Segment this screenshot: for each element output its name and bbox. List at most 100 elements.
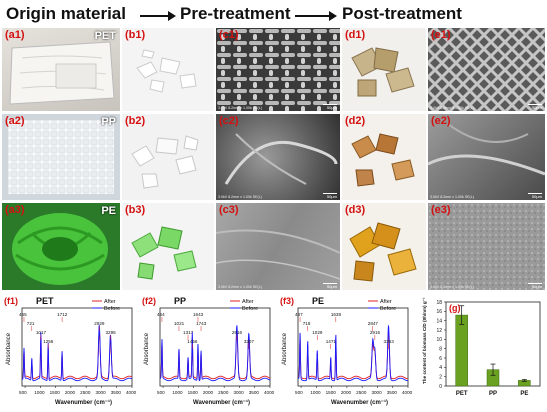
x-tick-label: 2500 xyxy=(356,390,367,395)
legend-before-label: Before xyxy=(242,306,258,312)
y-axis-label: Absorbance xyxy=(282,332,288,365)
y-tick-label: 16 xyxy=(436,309,442,315)
pet-shreds-image xyxy=(136,49,197,93)
scale-bar-c3 xyxy=(323,283,337,284)
x-tick-label: 2500 xyxy=(218,390,229,395)
x-tick-label: 2500 xyxy=(80,390,91,395)
x-tick-label: 1000 xyxy=(172,390,183,395)
pp-board-image xyxy=(8,120,114,194)
pet-sem-image xyxy=(216,28,340,111)
legend-before-label: Before xyxy=(380,306,396,312)
x-tick-label: 1500 xyxy=(50,390,61,395)
panel-label: (f3) xyxy=(280,296,294,306)
x-axis-label: Wavenumber (cm⁻¹) xyxy=(193,399,250,406)
material-pp: PP xyxy=(101,116,116,128)
pp-treated-sem-image xyxy=(428,123,545,176)
peak-label: 1471 xyxy=(326,339,337,344)
scale-label-e1: 50μm xyxy=(531,105,542,110)
y-tick-label: 8 xyxy=(439,346,442,352)
panel-e3: (e3) 3.0kV 8.2mm x 1.00k SE(L) 50μm xyxy=(428,203,545,290)
x-tick-label: 4000 xyxy=(126,390,136,395)
x-axis-label: Wavenumber (cm⁻¹) xyxy=(55,399,112,406)
scale-label-e3: 50μm xyxy=(531,284,542,289)
label-b2: (b2) xyxy=(125,115,146,127)
panel-a1: (a1) PET xyxy=(2,28,120,111)
y-tick-label: 4 xyxy=(439,365,442,371)
pet-treated-sem-image xyxy=(428,28,545,111)
label-a2: (a2) xyxy=(5,115,25,127)
label-d3: (d3) xyxy=(345,204,366,216)
scale-bar-e1 xyxy=(528,104,542,105)
series-after-line xyxy=(21,330,133,380)
chart-f2: (f2) PP After Before Absorbance Wavenumber (c… xyxy=(140,294,275,407)
label-b3: (b3) xyxy=(125,204,146,216)
label-d1: (d1) xyxy=(345,29,366,41)
sem-info-e2: 3.0kV 8.2mm x 1.00k SE(L) xyxy=(430,195,474,199)
pe-treated-image xyxy=(349,222,417,282)
x-tick-label: 3000 xyxy=(95,390,106,395)
scale-label-c3: 50μm xyxy=(326,284,337,289)
x-tick-label: 3000 xyxy=(233,390,244,395)
sem-info-c1: 3.0kV 8.2mm x 1.00k SE(L) xyxy=(218,106,262,110)
sem-info-e3: 3.0kV 8.2mm x 1.00k SE(L) xyxy=(430,285,474,289)
peak-label: 2847 xyxy=(368,321,379,326)
panel-d1: (d1) xyxy=(342,28,426,111)
y-tick-label: 6 xyxy=(439,356,442,362)
arrow-origin-pre xyxy=(140,11,176,21)
pe-sem-image xyxy=(216,229,340,280)
x-tick-label: 2000 xyxy=(65,390,76,395)
arrow-pre-post xyxy=(295,11,337,21)
label-d2: (d2) xyxy=(345,115,366,127)
scale-bar-c1 xyxy=(323,104,337,105)
peak-label: 467 xyxy=(295,312,303,317)
label-b1: (b1) xyxy=(125,29,146,41)
chart-title: PP xyxy=(174,296,186,306)
peak-label: 1743 xyxy=(196,321,207,326)
panel-c3: (c3) 3.0kV 8.2mm x 1.00k SE(L) 50μm xyxy=(216,203,340,290)
chart-title: PET xyxy=(36,296,54,306)
pe-shreds-image xyxy=(131,226,197,280)
x-axis-label: Wavenumber (cm⁻¹) xyxy=(331,399,388,406)
peak-label: 1021 xyxy=(174,321,185,326)
peak-label: 721 xyxy=(27,321,35,326)
legend-after-label: After xyxy=(242,299,254,305)
panel-label: (f2) xyxy=(142,296,156,306)
x-tick-label: 3500 xyxy=(249,390,260,395)
pp-shreds-image xyxy=(131,135,199,189)
y-tick-label: 2 xyxy=(439,374,442,380)
series-before-line xyxy=(297,324,408,382)
y-axis-label: Absorbance xyxy=(144,332,150,365)
x-tick-label: 2000 xyxy=(341,390,352,395)
chart-title: PE xyxy=(312,296,324,306)
peak-label: 2929 xyxy=(94,321,105,326)
scale-bar-e2 xyxy=(528,193,542,194)
scale-label-c1: 50μm xyxy=(326,105,337,110)
legend-after-label: After xyxy=(380,299,392,305)
peak-label: 1643 xyxy=(193,312,204,317)
x-tick-label: 1000 xyxy=(34,390,45,395)
peak-label: 1017 xyxy=(36,330,47,335)
panel-b2: (b2) xyxy=(122,114,214,200)
plot-frame xyxy=(159,307,271,387)
pe-treated-sem-image xyxy=(428,203,545,290)
peak-label: 1029 xyxy=(312,330,323,335)
peak-label: 1317 xyxy=(183,330,194,335)
scale-bar-e3 xyxy=(528,283,542,284)
material-pet: PET xyxy=(94,30,116,42)
x-tick-label: 3500 xyxy=(387,390,398,395)
header-origin: Origin material xyxy=(6,4,126,23)
panel-d2: (d2) xyxy=(342,114,426,200)
biomass-bar-chart: (g) 0 2 4 6 8 10 12 14 16 18 The content of biomass… xyxy=(422,297,541,397)
sem-info-c2: 3.0kV 8.2mm x 1.00k SE(L) xyxy=(218,195,262,199)
peak-label: 2915 xyxy=(370,330,381,335)
peak-label: 1456 xyxy=(187,339,198,344)
legend-before-label: Before xyxy=(104,306,120,312)
panel-b3: (b3) xyxy=(122,203,214,290)
label-e3: (e3) xyxy=(431,204,451,216)
panel-a2: (a2) PP xyxy=(2,114,120,200)
y-tick-label: 14 xyxy=(436,318,442,324)
peak-label: 3295 xyxy=(105,330,116,335)
panel-b1: (b1) xyxy=(122,28,214,111)
scale-bar-c2 xyxy=(323,193,337,194)
